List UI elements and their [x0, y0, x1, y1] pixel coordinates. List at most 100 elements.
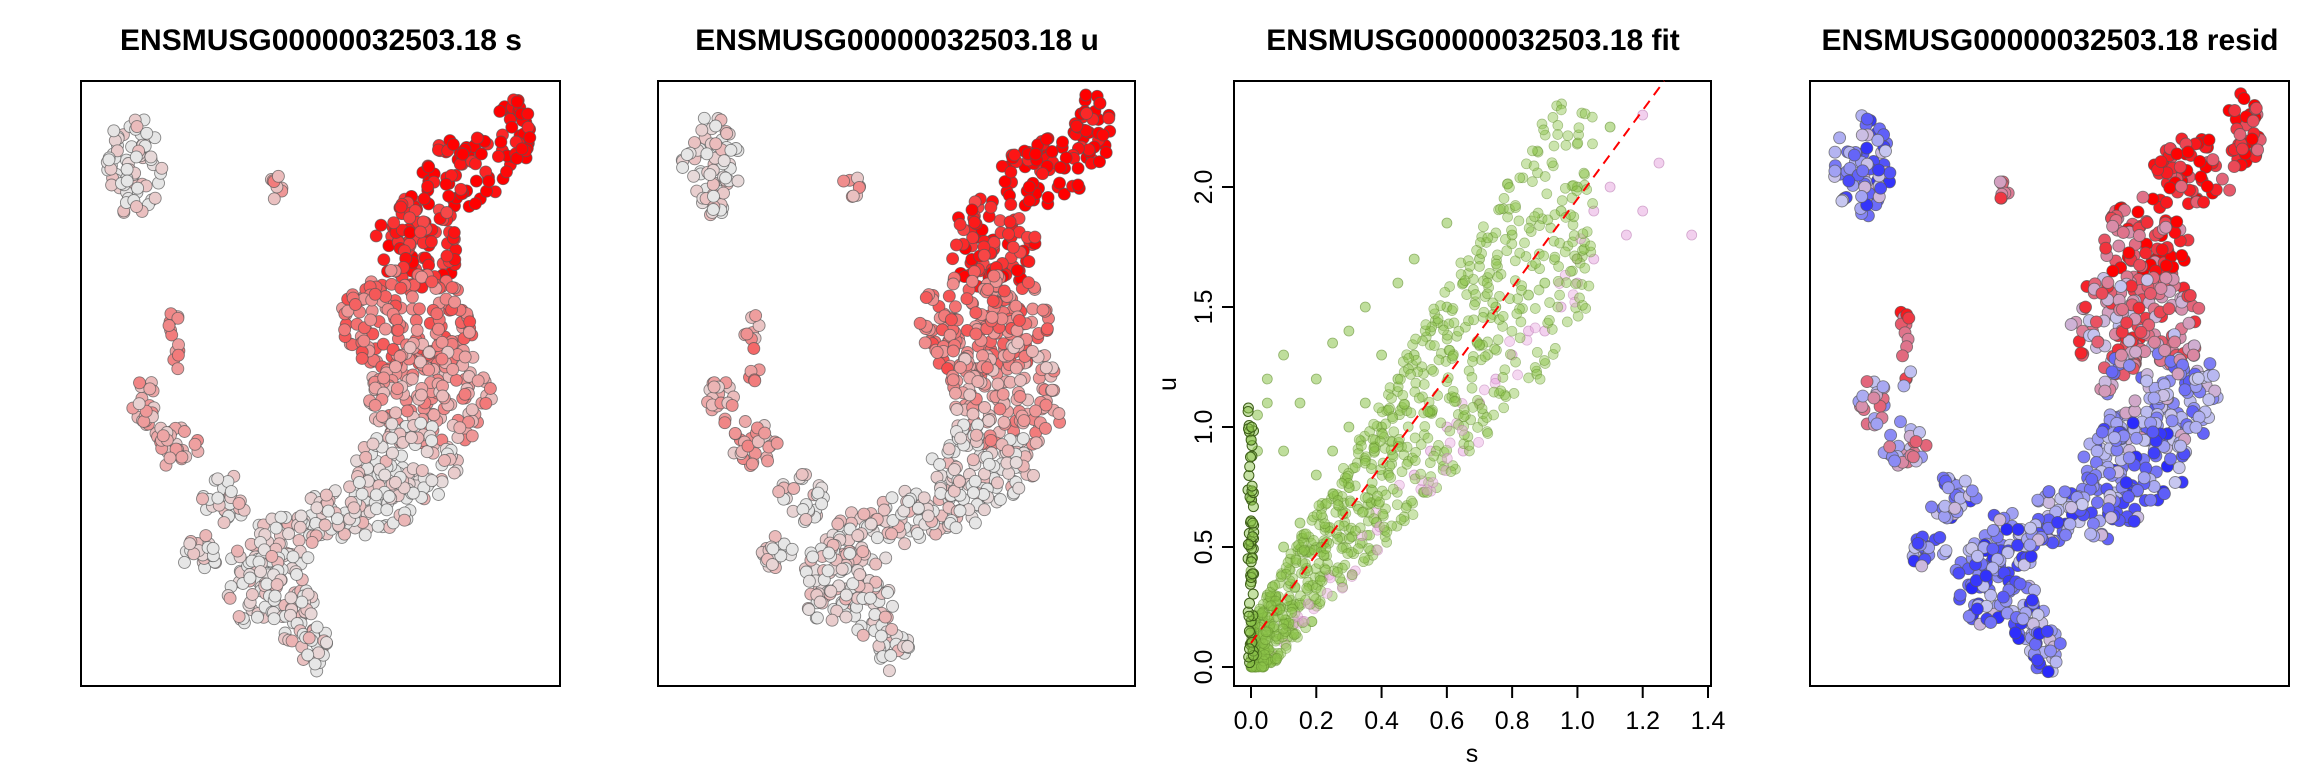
fit-point: [1489, 343, 1500, 355]
umap-point: [2115, 302, 2129, 316]
umap-point: [1006, 240, 1020, 254]
umap-point: [474, 147, 488, 161]
x-tick-label: 0.4: [1364, 707, 1399, 735]
fit-point: [1542, 214, 1554, 226]
umap-point: [390, 382, 404, 396]
umap-point: [885, 527, 898, 541]
fit-point: [1256, 661, 1267, 673]
umap-point: [967, 215, 981, 229]
umap-point: [292, 533, 306, 547]
fit-point: [1583, 280, 1595, 292]
fit-point: [1514, 247, 1526, 259]
umap-point: [458, 350, 472, 364]
x-axis-label: s: [1466, 740, 1479, 768]
fit-point: [1492, 271, 1503, 283]
umap-point: [1013, 390, 1027, 403]
umap-point: [911, 501, 925, 515]
fit-point: [1356, 440, 1367, 452]
umap-point: [1053, 176, 1066, 190]
fit-point: [1553, 261, 1564, 272]
umap-point: [302, 631, 316, 645]
umap-point: [521, 107, 535, 121]
fit-point: [1505, 348, 1516, 360]
fit-point: [1332, 499, 1344, 511]
umap-point: [1056, 135, 1069, 149]
umap-point: [377, 253, 391, 267]
umap-point: [364, 313, 378, 327]
umap-point: [301, 551, 315, 565]
umap-point: [2008, 626, 2022, 640]
y-tick-label: 0.5: [1190, 530, 1218, 565]
fit-point: [1359, 552, 1370, 564]
fit-point: [1377, 428, 1389, 440]
umap-point: [839, 588, 853, 602]
umap-point: [2192, 301, 2206, 315]
umap-point: [703, 168, 717, 182]
fit-point: [1504, 182, 1515, 193]
umap-point: [2187, 348, 2200, 362]
fit-point: [1497, 310, 1509, 322]
umap-point: [1870, 417, 1884, 431]
umap-point: [2106, 219, 2120, 233]
umap-point: [1012, 313, 1026, 327]
umap-point: [405, 290, 419, 304]
umap-point: [984, 200, 998, 214]
fit-point: [1418, 379, 1430, 390]
umap-point: [2139, 246, 2153, 260]
umap-point: [933, 458, 947, 471]
umap-point: [1045, 383, 1059, 397]
umap-point: [707, 380, 721, 394]
umap-point: [2215, 172, 2229, 186]
umap-point: [1939, 544, 1953, 558]
umap-point: [885, 622, 899, 636]
umap-point: [2089, 315, 2103, 329]
umap-point: [2084, 527, 2098, 541]
umap-point: [110, 144, 124, 158]
umap-point: [131, 181, 145, 195]
umap-point: [982, 457, 996, 471]
umap-point: [1884, 428, 1898, 442]
umap-point: [869, 557, 883, 571]
umap-point: [913, 316, 927, 330]
umap-point: [211, 491, 225, 505]
umap-point: [2168, 476, 2182, 489]
umap-point: [301, 648, 315, 662]
fit-point: [1474, 339, 1485, 350]
umap-point: [163, 451, 177, 465]
umap-point: [2206, 153, 2220, 167]
fit-point: [1481, 277, 1493, 289]
umap-point: [2085, 472, 2099, 486]
umap-point: [2064, 318, 2078, 331]
umap-point: [1003, 215, 1017, 229]
fit-point: [1447, 303, 1459, 314]
umap-point: [439, 177, 453, 191]
umap-point: [320, 636, 333, 650]
umap-point: [414, 388, 428, 402]
umap-point: [1896, 349, 1909, 363]
umap-point: [305, 535, 319, 549]
umap-point: [802, 574, 816, 588]
umap-point: [966, 407, 980, 421]
fit-point: [1468, 314, 1480, 326]
umap-point: [505, 120, 519, 134]
umap-point: [2162, 302, 2176, 316]
umap-point: [430, 307, 444, 321]
fit-point-green: [1310, 373, 1322, 385]
umap-point: [283, 608, 297, 622]
umap-point: [2140, 273, 2154, 287]
fit-point: [1357, 507, 1368, 518]
umap-point: [251, 610, 264, 624]
umap-point: [1952, 566, 1966, 580]
fit-point-green: [1327, 337, 1338, 349]
fit-point: [1573, 122, 1585, 134]
fit-point: [1429, 340, 1440, 351]
umap-point: [1996, 590, 2010, 604]
umap-point: [2023, 538, 2037, 552]
umap-point: [130, 200, 143, 214]
umap-point: [1002, 227, 1015, 241]
umap-point: [1010, 264, 1024, 277]
umap-point: [966, 453, 980, 467]
umap-point: [462, 325, 476, 339]
umap-point: [394, 281, 408, 295]
umap-point: [968, 474, 982, 488]
